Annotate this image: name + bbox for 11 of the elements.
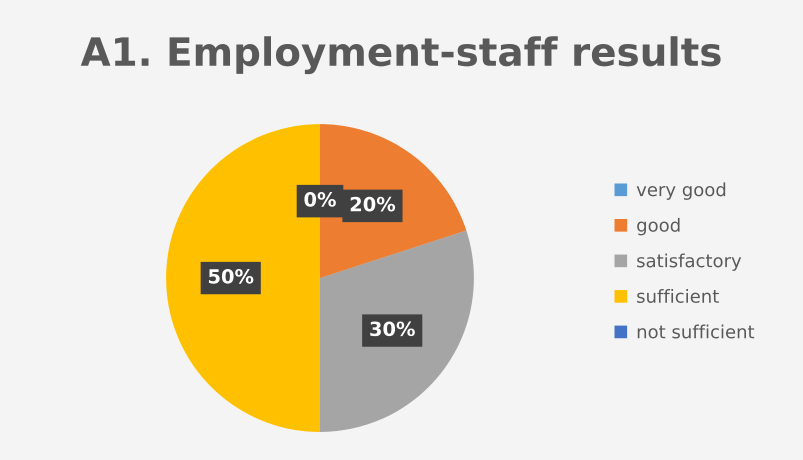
legend-label: good [637,218,680,236]
pie-slice [320,230,474,432]
data-label: 30% [370,321,415,336]
data-label: 20% [350,196,396,212]
legend-label: very good [636,182,726,200]
text: 0% [304,192,336,207]
data-label: 50% [208,269,254,284]
legend-label: sufficient [637,288,719,303]
legend-label: not sufficient [638,324,754,338]
chart-title: A1. Employment-staff results [80,36,721,74]
legend-label: satisfactory [637,253,742,271]
